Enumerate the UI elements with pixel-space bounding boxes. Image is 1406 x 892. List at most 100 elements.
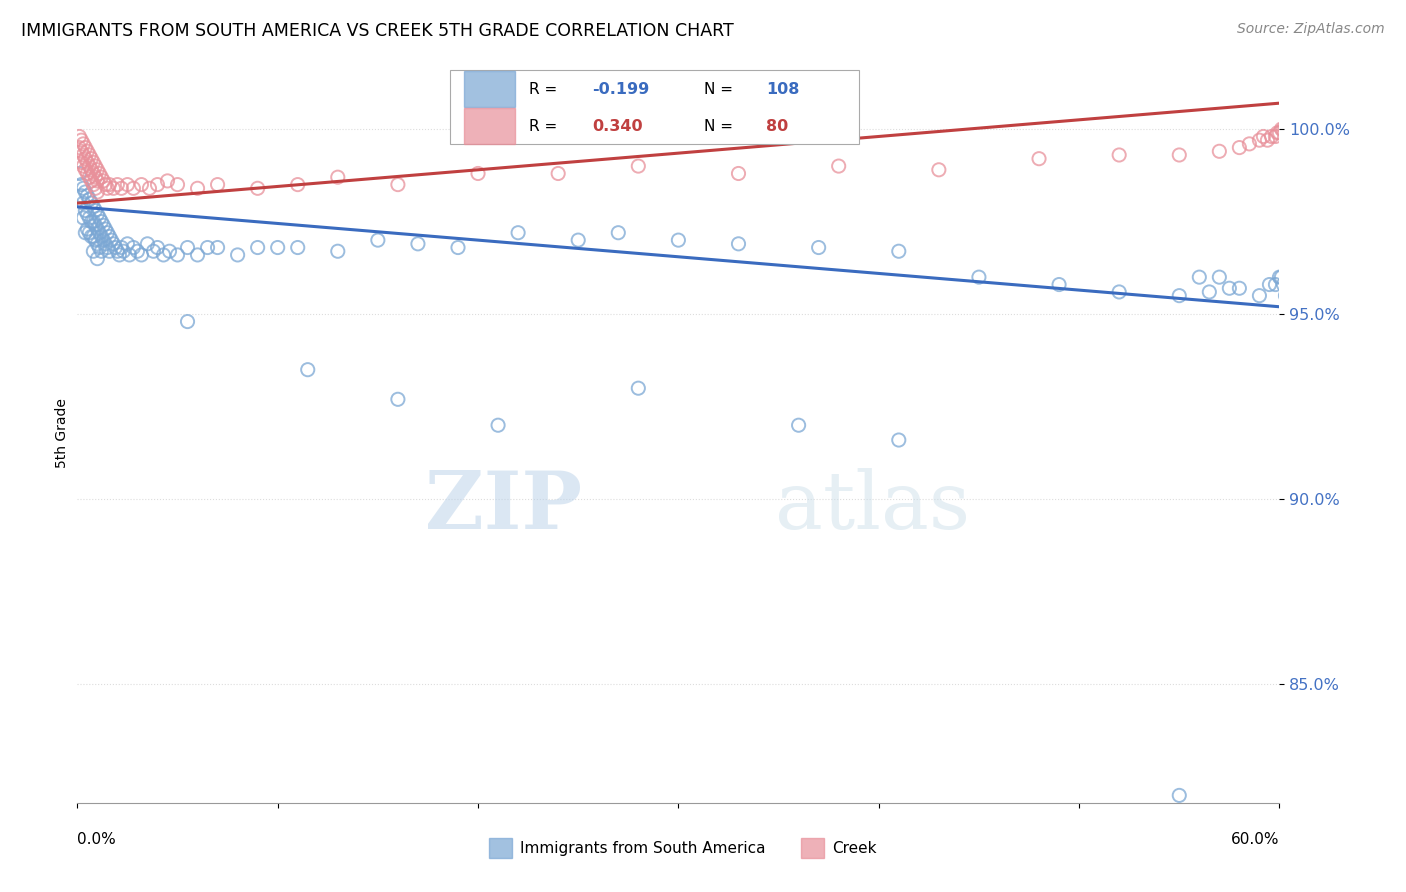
Point	[118, 248, 141, 262]
Point	[1047, 277, 1070, 292]
Point	[86, 236, 108, 251]
Point	[1253, 129, 1275, 144]
Point	[75, 140, 97, 154]
Point	[76, 167, 98, 181]
Point	[86, 207, 108, 221]
Point	[84, 203, 107, 218]
Point	[75, 203, 97, 218]
Point	[117, 236, 139, 251]
Point	[82, 229, 104, 244]
Point	[103, 236, 125, 251]
FancyBboxPatch shape	[450, 70, 859, 144]
Point	[93, 219, 115, 233]
Point	[1274, 288, 1296, 302]
Point	[136, 236, 159, 251]
Point	[90, 214, 112, 228]
Point	[547, 167, 569, 181]
Point	[107, 244, 129, 259]
Point	[72, 148, 94, 162]
Point	[1296, 307, 1319, 321]
Point	[486, 418, 509, 433]
Point	[1284, 307, 1306, 321]
Point	[89, 241, 111, 255]
Point	[94, 222, 117, 236]
Point	[131, 248, 153, 262]
Point	[1028, 152, 1050, 166]
Point	[406, 236, 429, 251]
Point	[138, 181, 160, 195]
Point	[1108, 285, 1130, 299]
Point	[107, 178, 129, 192]
Point	[70, 145, 93, 159]
Point	[72, 136, 94, 151]
Point	[96, 226, 118, 240]
Point	[79, 193, 101, 207]
Point	[82, 167, 104, 181]
Point	[447, 241, 470, 255]
Point	[1249, 133, 1271, 147]
Point	[627, 159, 650, 173]
Point	[226, 248, 249, 262]
Point	[197, 241, 219, 255]
Bar	[801, 838, 824, 858]
Point	[89, 211, 111, 225]
Point	[1249, 288, 1271, 302]
Point	[75, 152, 97, 166]
Point	[86, 222, 108, 236]
Point	[98, 229, 121, 244]
Point	[1282, 300, 1305, 314]
Point	[297, 362, 319, 376]
Point	[1291, 307, 1313, 321]
Point	[186, 181, 209, 195]
Point	[82, 214, 104, 228]
Point	[80, 174, 103, 188]
Point	[207, 241, 229, 255]
Point	[70, 155, 93, 169]
Point	[84, 233, 107, 247]
Point	[112, 244, 135, 259]
Point	[76, 222, 98, 236]
Y-axis label: 5th Grade: 5th Grade	[55, 398, 69, 467]
Point	[1168, 148, 1191, 162]
Bar	[489, 838, 512, 858]
Point	[1278, 119, 1301, 133]
Point	[1288, 119, 1310, 133]
Point	[84, 219, 107, 233]
Point	[176, 241, 198, 255]
Point	[668, 233, 690, 247]
Point	[96, 181, 118, 195]
Point	[80, 196, 103, 211]
Point	[142, 244, 165, 259]
Point	[96, 241, 118, 255]
Text: 108: 108	[766, 81, 800, 96]
Point	[70, 188, 93, 202]
Point	[80, 229, 103, 244]
Point	[627, 381, 650, 395]
Point	[287, 178, 309, 192]
Point	[287, 241, 309, 255]
Point	[122, 241, 145, 255]
Point	[76, 188, 98, 202]
Point	[1267, 126, 1289, 140]
Text: N =: N =	[703, 119, 738, 134]
Point	[1274, 122, 1296, 136]
Point	[70, 178, 93, 192]
Point	[1229, 140, 1251, 154]
Point	[567, 233, 589, 247]
Point	[1270, 270, 1292, 285]
Point	[110, 181, 132, 195]
Point	[326, 244, 349, 259]
Point	[166, 248, 188, 262]
Point	[387, 392, 409, 407]
Text: R =: R =	[529, 119, 562, 134]
Point	[166, 178, 188, 192]
Point	[326, 170, 349, 185]
Text: R =: R =	[529, 81, 562, 96]
Point	[67, 167, 90, 181]
Point	[467, 167, 489, 181]
Point	[1298, 300, 1320, 314]
Point	[72, 159, 94, 173]
Point	[1108, 148, 1130, 162]
Point	[176, 315, 198, 329]
Text: atlas: atlas	[775, 467, 970, 546]
